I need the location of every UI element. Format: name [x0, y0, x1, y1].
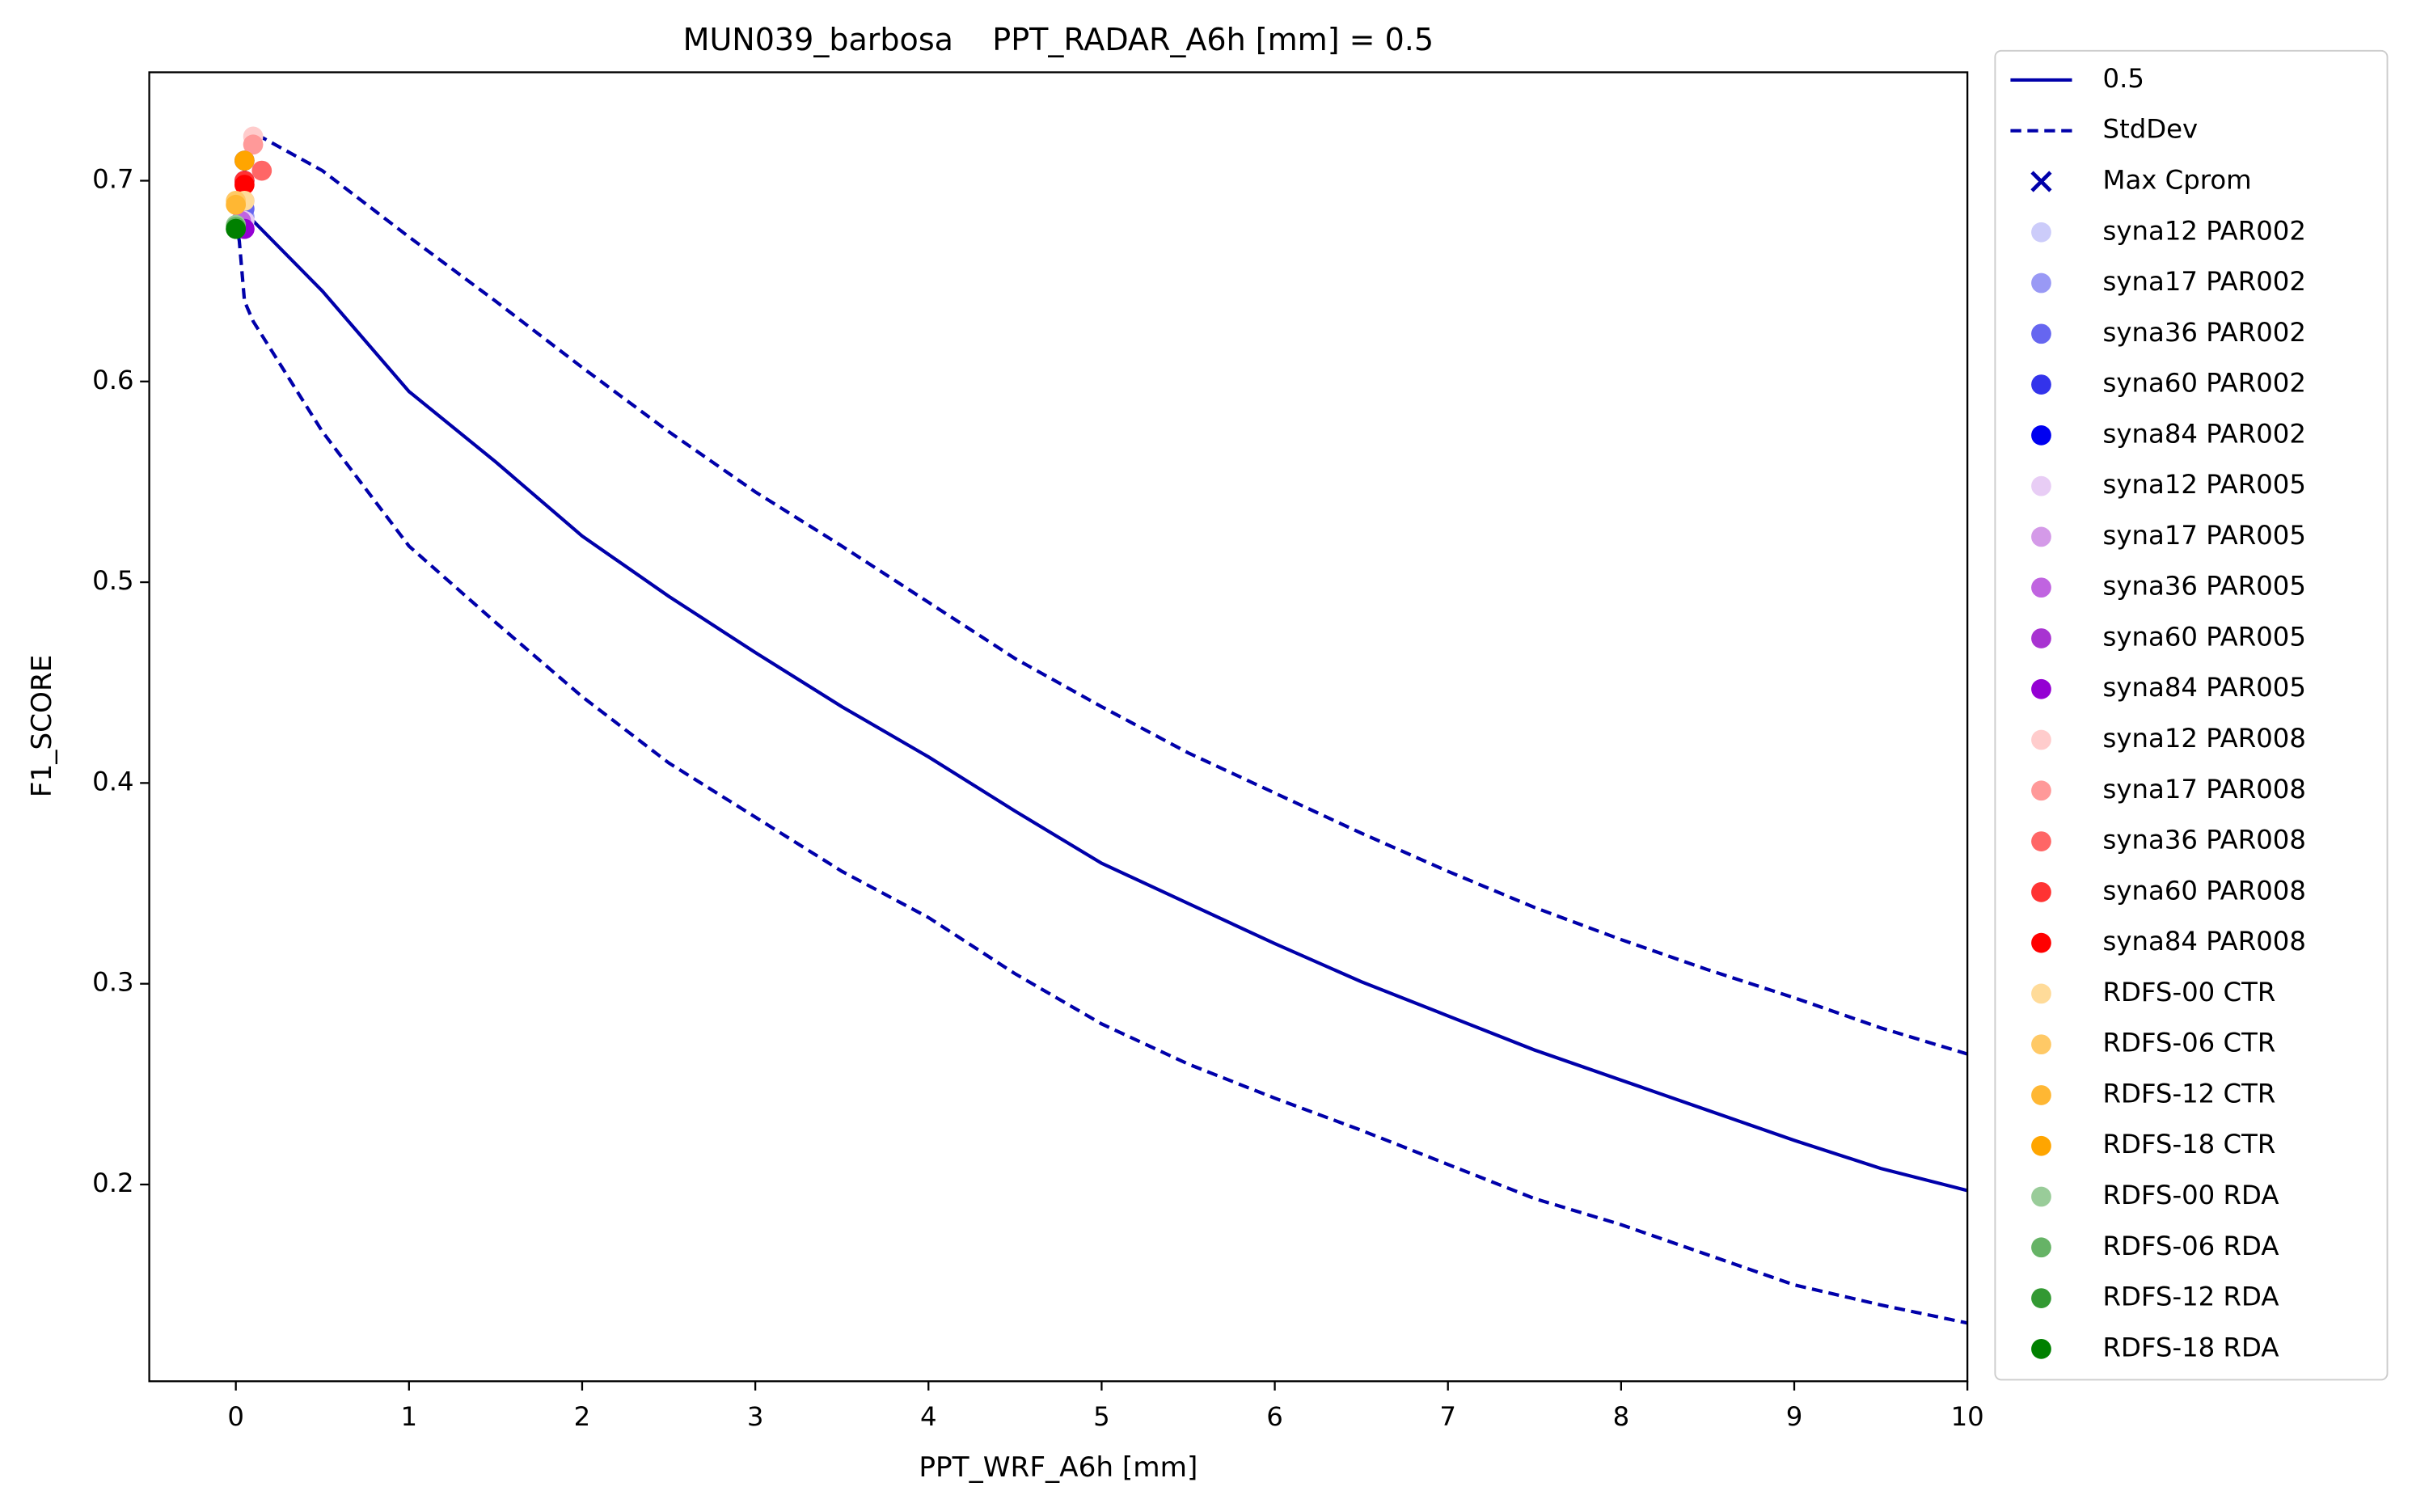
legend-swatch — [2031, 577, 2051, 598]
y-tick-label: 0.4 — [92, 766, 133, 796]
legend-label: syna17 PAR008 — [2103, 774, 2306, 805]
legend-label: RDFS-06 CTR — [2103, 1028, 2276, 1058]
x-tick-label: 10 — [1951, 1401, 1984, 1432]
legend-label: syna84 PAR005 — [2103, 672, 2306, 703]
legend-swatch — [2031, 1288, 2051, 1308]
legend-label: RDFS-18 CTR — [2103, 1129, 2276, 1159]
x-tick-label: 0 — [227, 1401, 244, 1432]
legend-swatch — [2031, 729, 2051, 750]
legend-label: syna36 PAR005 — [2103, 571, 2306, 602]
x-tick-label: 5 — [1093, 1401, 1110, 1432]
x-tick-label: 8 — [1613, 1401, 1630, 1432]
plot-frame — [148, 71, 1969, 1383]
legend-swatch — [2031, 831, 2051, 851]
legend-label: StdDev — [2103, 114, 2199, 145]
legend-swatch — [2031, 222, 2051, 243]
x-tick-label: 4 — [920, 1401, 937, 1432]
legend-label: RDFS-18 RDA — [2103, 1332, 2279, 1362]
legend-label: 0.5 — [2103, 63, 2144, 94]
point — [234, 175, 255, 195]
legend-swatch — [2031, 374, 2051, 395]
legend-swatch — [2031, 678, 2051, 699]
legend-label: syna12 PAR008 — [2103, 723, 2306, 754]
x-tick-label: 9 — [1786, 1401, 1803, 1432]
legend-label: syna17 PAR005 — [2103, 520, 2306, 551]
legend-label: RDFS-12 CTR — [2103, 1078, 2276, 1109]
legend-label: syna84 PAR008 — [2103, 926, 2306, 957]
legend-box — [1994, 49, 2389, 1381]
legend-swatch — [2030, 171, 2052, 192]
legend-label: syna84 PAR002 — [2103, 418, 2306, 449]
x-tick-label: 3 — [747, 1401, 764, 1432]
legend-swatch — [2031, 780, 2051, 801]
x-tick-label: 1 — [401, 1401, 418, 1432]
legend-swatch — [2031, 272, 2051, 294]
legend-swatch — [2031, 1034, 2051, 1055]
y-tick-label: 0.5 — [92, 565, 133, 596]
chart-title: MUN039_barbosa PPT_RADAR_A6h [mm] = 0.5 — [683, 22, 1434, 57]
point — [243, 134, 264, 155]
legend-swatch — [2031, 881, 2051, 902]
point — [226, 218, 247, 239]
point — [234, 150, 255, 171]
legend-label: syna60 PAR008 — [2103, 875, 2306, 906]
legend-swatch — [2031, 424, 2051, 446]
legend-label: syna36 PAR002 — [2103, 317, 2306, 348]
legend-swatch — [2031, 983, 2051, 1004]
legend-swatch — [2031, 323, 2051, 344]
legend-label: syna60 PAR005 — [2103, 621, 2306, 652]
series-line — [235, 219, 1968, 1193]
y-axis-label: F1_SCORE — [26, 655, 58, 798]
legend-swatch — [2031, 1135, 2051, 1156]
legend-label: syna36 PAR008 — [2103, 825, 2306, 855]
legend-swatch — [2031, 932, 2051, 953]
x-tick-label: 2 — [574, 1401, 591, 1432]
legend-swatch — [2031, 1085, 2051, 1105]
legend-label: RDFS-00 RDA — [2103, 1180, 2279, 1210]
legend-label: RDFS-06 RDA — [2103, 1231, 2279, 1261]
y-tick-label: 0.7 — [92, 163, 133, 194]
point — [251, 160, 272, 181]
legend-label: RDFS-00 CTR — [2103, 977, 2276, 1007]
legend-label: syna12 PAR002 — [2103, 215, 2306, 246]
legend-label: syna17 PAR002 — [2103, 266, 2306, 297]
point — [226, 194, 247, 215]
legend-label: Max Cprom — [2103, 164, 2252, 195]
legend-swatch — [2031, 1338, 2051, 1359]
y-tick-label: 0.6 — [92, 365, 133, 395]
legend-label: syna12 PAR005 — [2103, 469, 2306, 500]
legend-label: syna60 PAR002 — [2103, 368, 2306, 399]
legend-swatch — [2031, 526, 2051, 547]
legend-swatch — [2031, 628, 2051, 648]
legend-swatch — [2031, 1186, 2051, 1207]
y-tick-label: 0.3 — [92, 967, 133, 998]
y-tick-label: 0.2 — [92, 1168, 133, 1198]
legend-swatch — [2031, 475, 2051, 496]
x-axis-label: PPT_WRF_A6h [mm] — [919, 1451, 1198, 1484]
legend-label: RDFS-12 RDA — [2103, 1282, 2279, 1312]
x-tick-label: 7 — [1439, 1401, 1456, 1432]
series-line — [234, 129, 1968, 1325]
legend-swatch — [2031, 1237, 2051, 1258]
x-tick-label: 6 — [1266, 1401, 1283, 1432]
